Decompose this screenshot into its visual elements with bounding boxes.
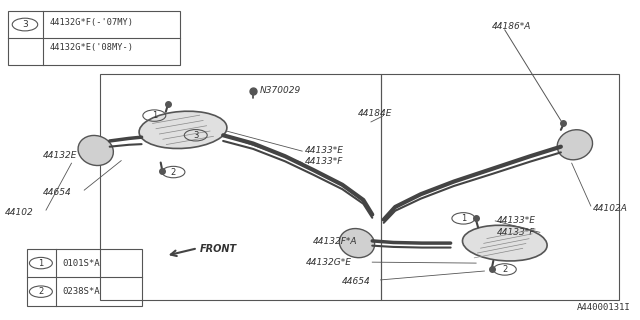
Text: 44132G*F(-'07MY): 44132G*F(-'07MY) <box>49 18 133 27</box>
Ellipse shape <box>557 130 593 160</box>
Text: 2: 2 <box>171 168 176 177</box>
Text: 44132E: 44132E <box>43 151 77 160</box>
Text: 0238S*A: 0238S*A <box>62 287 100 296</box>
Text: 44133*F: 44133*F <box>497 228 536 237</box>
Text: 3: 3 <box>193 131 198 140</box>
Text: 1: 1 <box>152 111 157 120</box>
Text: 44133*F: 44133*F <box>305 157 343 166</box>
Text: 44133*E: 44133*E <box>497 216 536 225</box>
Text: 44654: 44654 <box>342 277 371 286</box>
Text: N370029: N370029 <box>259 86 301 95</box>
Ellipse shape <box>339 228 374 258</box>
Ellipse shape <box>463 225 547 261</box>
Text: 44184E: 44184E <box>358 108 393 117</box>
Text: 2: 2 <box>38 287 44 296</box>
Bar <box>381 74 620 300</box>
Text: 44132G*E: 44132G*E <box>306 258 352 267</box>
Ellipse shape <box>139 111 227 148</box>
Text: 3: 3 <box>22 20 28 29</box>
Text: 44132F*A: 44132F*A <box>312 237 357 246</box>
Text: FRONT: FRONT <box>200 244 237 254</box>
Text: 44102A: 44102A <box>593 204 628 213</box>
Text: 1: 1 <box>461 214 466 223</box>
Bar <box>100 74 381 300</box>
Text: 44654: 44654 <box>43 188 72 197</box>
Text: 0101S*A: 0101S*A <box>62 259 100 268</box>
Bar <box>8 11 180 65</box>
Text: 1: 1 <box>38 259 44 268</box>
Text: 44132G*E('08MY-): 44132G*E('08MY-) <box>49 43 133 52</box>
Bar <box>27 249 141 306</box>
Text: 44186*A: 44186*A <box>492 22 531 31</box>
Ellipse shape <box>78 135 113 165</box>
Text: 44102: 44102 <box>4 208 33 217</box>
Text: 44133*E: 44133*E <box>305 146 344 155</box>
Text: A44000131I: A44000131I <box>577 303 631 312</box>
Text: 2: 2 <box>502 265 508 274</box>
